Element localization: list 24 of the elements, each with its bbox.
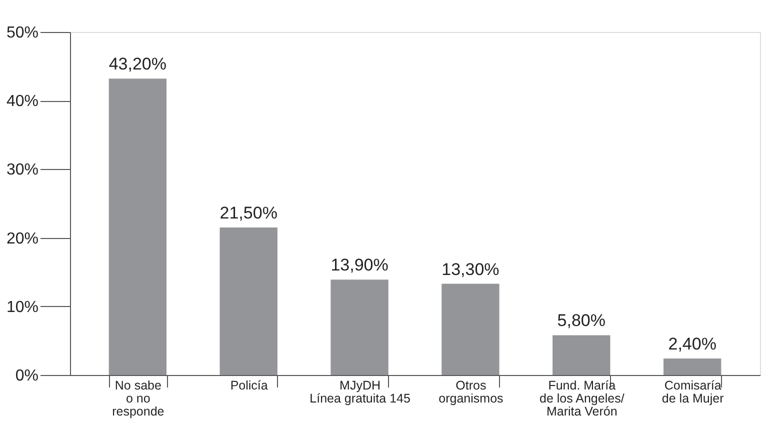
x-tick-label: MJyDH Línea gratuita 145	[310, 378, 410, 406]
y-tick-label: 30%	[6, 162, 38, 179]
y-tick-label: 0%	[15, 368, 38, 384]
bar	[220, 228, 278, 375]
bar	[330, 280, 388, 375]
x-tick-label: Otros organismos	[438, 378, 504, 406]
bar	[663, 358, 722, 375]
data-label: 2,40%	[668, 334, 716, 354]
data-label: 13,90%	[330, 256, 388, 275]
y-tick-label: 50%	[6, 24, 38, 42]
data-label: 13,30%	[442, 260, 500, 279]
x-tick-label: Policía	[230, 378, 268, 392]
x-tick-label: Comisaría de la Mujer	[662, 378, 724, 406]
bar	[552, 335, 610, 375]
data-label: 43,20%	[108, 54, 167, 74]
y-tick-label: 10%	[6, 298, 38, 316]
data-label: 5,80%	[557, 311, 606, 330]
bar	[442, 284, 500, 375]
data-label: 21,50%	[220, 204, 278, 223]
y-tick-label: 40%	[6, 93, 38, 110]
x-tick-label: Fund. María de los Angeles/ Marita Verón	[540, 378, 625, 418]
bar	[108, 78, 167, 375]
x-tick-label: No sabe o no responde	[112, 378, 164, 418]
y-tick-label: 20%	[6, 230, 38, 248]
